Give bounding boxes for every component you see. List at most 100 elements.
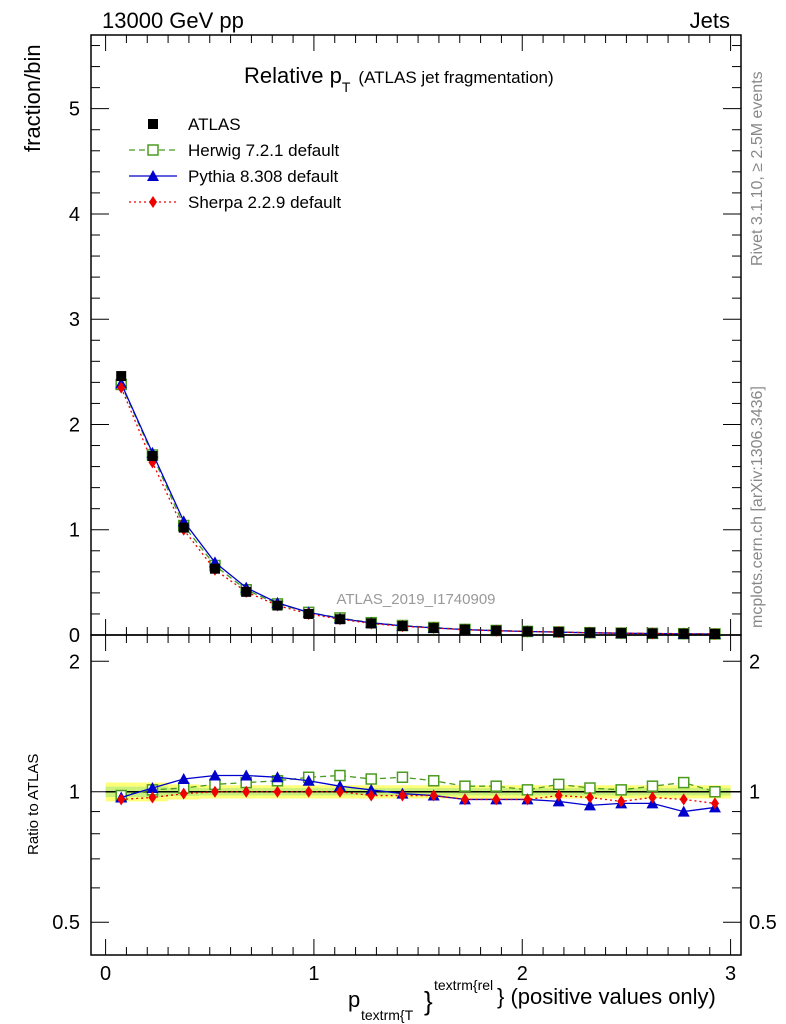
legend-label-herwig: Herwig 7.2.1 default	[188, 141, 339, 160]
ratio-sherpa-point	[710, 797, 719, 810]
series-atlas-point	[397, 621, 408, 632]
ratio-herwig-point	[427, 775, 440, 787]
x-tick-label: 0	[100, 963, 111, 985]
ratio-herwig-point	[552, 778, 565, 791]
ratio-herwig-point	[396, 771, 409, 784]
series-atlas-point	[647, 628, 658, 639]
chart-title-main: Relative p	[244, 63, 342, 88]
ratio-sherpa-point	[617, 795, 626, 808]
ratio-y-tick-label-right: 2	[749, 651, 760, 673]
ratio-herwig-point	[677, 776, 690, 789]
series-atlas-point	[522, 626, 533, 637]
ratio-sherpa-point	[210, 785, 219, 798]
legend-label-pythia: Pythia 8.308 default	[188, 167, 339, 186]
legend-label-sherpa: Sherpa 2.2.9 default	[188, 193, 341, 212]
ratio-herwig-point	[521, 784, 534, 796]
ratio-frame	[90, 634, 742, 956]
series-atlas-point	[334, 614, 345, 625]
ratio-herwig-point	[490, 780, 502, 792]
ratio-pythia-point	[208, 769, 221, 781]
series-sherpa-line	[120, 387, 715, 635]
mcplots-label: mcplots.cern.ch [arXiv:1306.3436]	[749, 386, 766, 628]
series-atlas-point	[584, 627, 595, 638]
ratio-pythia-point	[177, 773, 190, 785]
x-axis-label-p: p	[348, 987, 360, 1012]
ratio-y-tick-label-right: 1	[749, 782, 760, 804]
y-tick-label: 2	[69, 414, 80, 436]
ratio-sherpa-point	[367, 789, 376, 802]
chart-title-note: (ATLAS jet fragmentation)	[358, 68, 553, 87]
ratio-pythia-point	[365, 783, 378, 795]
series-sherpa-point	[117, 381, 126, 394]
y-tick-label: 1	[69, 520, 80, 542]
ratio-sherpa-point	[492, 793, 501, 806]
header-left: 13000 GeV pp	[102, 8, 244, 33]
y-axis-label-main: fraction/bin	[20, 44, 45, 152]
ratio-pythia-point	[583, 799, 596, 811]
main-panel: 0 1 2 3 4 5	[69, 34, 742, 647]
series-atlas-point	[178, 522, 189, 533]
series-atlas-point	[428, 622, 439, 633]
ratio-pythia-point	[146, 782, 159, 794]
y-tick-label: 0	[69, 625, 80, 647]
series-atlas-point	[678, 628, 689, 639]
ratio-panel: 0 1 2 3 0.5 0.5 1 1 2 2	[52, 634, 777, 985]
series-atlas-point	[709, 628, 720, 639]
series-atlas-point	[459, 624, 470, 635]
x-axis-label-sup: textrm{rel	[434, 977, 493, 993]
ratio-sherpa-point	[335, 785, 344, 798]
legend: ATLAS Herwig 7.2.1 default Pythia 8.308 de…	[129, 115, 341, 212]
legend-marker-herwig	[147, 144, 159, 156]
ratio-sherpa-point	[148, 791, 157, 804]
ratio-sherpa-point	[460, 793, 469, 806]
series-atlas-point	[491, 625, 502, 636]
x-axis-label-rest: } (positive values only)	[497, 984, 716, 1009]
ratio-sherpa-point	[117, 793, 126, 806]
x-axis-label-sub: textrm{T	[361, 1007, 414, 1023]
ratio-y-tick-label: 2	[69, 651, 80, 673]
ratio-sherpa-point	[523, 793, 532, 806]
series-atlas-point	[116, 371, 127, 382]
x-tick-label: 3	[725, 963, 736, 985]
ratio-herwig-point	[646, 780, 659, 792]
ratio-pythia-point	[302, 774, 315, 786]
series-atlas-point	[616, 628, 627, 639]
ratio-sherpa-point	[398, 789, 407, 802]
ratio-y-tick-label: 0.5	[52, 912, 80, 934]
ratio-sherpa-point	[554, 789, 563, 802]
x-tick-label: 1	[308, 963, 319, 985]
series-atlas-point	[303, 608, 314, 619]
ratio-sherpa-point	[679, 793, 688, 806]
legend-label-atlas: ATLAS	[188, 115, 241, 134]
legend-marker-sherpa	[149, 196, 157, 208]
series-atlas-point	[366, 618, 377, 629]
series-atlas-point	[241, 586, 252, 597]
ratio-sherpa-point	[242, 785, 251, 798]
ratio-pythia-point	[677, 805, 690, 817]
legend-marker-atlas	[148, 119, 158, 129]
ratio-herwig-point	[334, 769, 346, 782]
analysis-label: ATLAS_2019_I1740909	[336, 591, 495, 608]
y-axis-label-ratio: Ratio to ATLAS	[25, 754, 42, 855]
ratio-sherpa-point	[429, 789, 438, 802]
ratio-pythia-point	[333, 780, 346, 792]
ratio-pythia-point	[271, 771, 284, 783]
ratio-sherpa-point	[179, 787, 188, 800]
y-tick-label: 3	[69, 309, 80, 331]
ratio-herwig-point	[615, 784, 627, 796]
ratio-herwig-point	[365, 773, 377, 785]
rivet-label: Rivet 3.1.10, ≥ 2.5M events	[749, 71, 766, 266]
y-tick-label: 5	[69, 99, 80, 121]
series-atlas-point	[272, 600, 283, 611]
ratio-y-tick-label-right: 0.5	[749, 912, 777, 934]
ratio-sherpa-line	[121, 791, 716, 805]
legend-marker-pythia	[147, 170, 159, 181]
chart-title-sub: T	[342, 79, 351, 95]
ratio-y-tick-label: 1	[69, 782, 80, 804]
chart-title: Relative pT (ATLAS jet fragmentation)	[244, 63, 554, 95]
ratio-sherpa-point	[273, 785, 282, 798]
ratio-herwig-point	[459, 780, 471, 792]
ratio-pythia-point	[240, 769, 253, 781]
series-atlas-point	[553, 627, 564, 638]
